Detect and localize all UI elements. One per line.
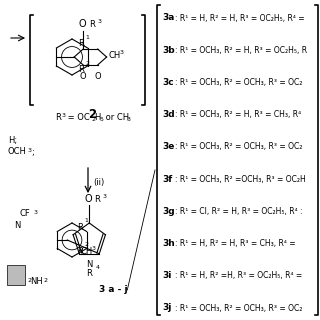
Text: R: R xyxy=(86,269,92,278)
Text: 3: 3 xyxy=(102,194,106,199)
Text: R: R xyxy=(94,195,100,204)
Text: H: H xyxy=(94,113,100,122)
Text: 3a: 3a xyxy=(162,13,174,22)
Text: 3: 3 xyxy=(91,246,95,251)
Text: : R¹ = OCH₃, R² =OCH₃, R³ = OC₂H: : R¹ = OCH₃, R² =OCH₃, R³ = OC₂H xyxy=(175,175,306,184)
Text: 2: 2 xyxy=(88,108,97,121)
Text: 3: 3 xyxy=(62,113,66,118)
Text: 5: 5 xyxy=(100,117,104,122)
Text: = OC: = OC xyxy=(65,113,90,122)
Text: H;: H; xyxy=(8,135,17,145)
Text: : R¹ = H, R² = H, R³ = CH₃, R⁴ =: : R¹ = H, R² = H, R³ = CH₃, R⁴ = xyxy=(175,239,296,248)
Text: : R¹ = H, R² =H, R³ = OC₂H₅, R⁴ =: : R¹ = H, R² =H, R³ = OC₂H₅, R⁴ = xyxy=(175,271,302,280)
Text: R: R xyxy=(78,39,84,49)
Text: CH: CH xyxy=(108,51,121,60)
Text: 2: 2 xyxy=(44,278,48,283)
Text: 3i: 3i xyxy=(162,271,172,280)
Text: 3b: 3b xyxy=(162,46,175,55)
Text: 2: 2 xyxy=(27,278,31,283)
Text: R: R xyxy=(77,247,83,256)
Text: O: O xyxy=(84,194,92,204)
Text: CH: CH xyxy=(80,247,92,256)
Text: 3g: 3g xyxy=(162,207,175,216)
Text: : R¹ = Cl, R² = H, R³ = OC₂H₅, R⁴ :: : R¹ = Cl, R² = H, R³ = OC₂H₅, R⁴ : xyxy=(175,207,302,216)
Text: O: O xyxy=(80,72,86,81)
Text: : R¹ = OCH₃, R² = OCH₃, R³ = OC₂: : R¹ = OCH₃, R² = OCH₃, R³ = OC₂ xyxy=(175,303,302,313)
Text: : R¹ = OCH₃, R² = H, R³ = CH₃, R⁴: : R¹ = OCH₃, R² = H, R³ = CH₃, R⁴ xyxy=(175,110,301,119)
Text: 3c: 3c xyxy=(162,78,174,87)
Text: OCH: OCH xyxy=(8,148,27,156)
Text: : R¹ = OCH₃, R² = OCH₃, R³ = OC₂: : R¹ = OCH₃, R² = OCH₃, R³ = OC₂ xyxy=(175,78,302,87)
Text: 2: 2 xyxy=(85,243,89,247)
Bar xyxy=(7,265,25,285)
Text: N: N xyxy=(14,220,20,229)
Text: R: R xyxy=(78,66,84,75)
Text: 3: 3 xyxy=(28,148,32,153)
Text: 3: 3 xyxy=(34,210,38,215)
Text: 3e: 3e xyxy=(162,142,174,151)
Text: (ii): (ii) xyxy=(93,178,104,187)
Text: 3d: 3d xyxy=(162,110,175,119)
Text: 3f: 3f xyxy=(162,175,172,184)
Text: 3j: 3j xyxy=(162,303,172,313)
Text: 1: 1 xyxy=(85,35,90,40)
Text: or CH: or CH xyxy=(103,113,129,122)
Text: 2: 2 xyxy=(85,61,90,66)
Text: 2: 2 xyxy=(91,117,95,122)
Text: NH: NH xyxy=(30,277,43,286)
Text: : R¹ = H, R² = H, R³ = OC₂H₅, R⁴ =: : R¹ = H, R² = H, R³ = OC₂H₅, R⁴ = xyxy=(175,13,305,22)
Text: 3: 3 xyxy=(127,117,131,122)
Text: O: O xyxy=(78,19,86,29)
Text: R: R xyxy=(89,20,95,29)
Text: O: O xyxy=(94,72,101,81)
Text: R: R xyxy=(55,113,61,122)
Text: ;: ; xyxy=(31,148,34,156)
Text: 1: 1 xyxy=(85,219,89,223)
Text: 3h: 3h xyxy=(162,239,175,248)
Text: : R¹ = OCH₃, R² = H, R³ = OC₂H₅, R: : R¹ = OCH₃, R² = H, R³ = OC₂H₅, R xyxy=(175,46,307,55)
Text: 3: 3 xyxy=(120,50,124,54)
Text: N: N xyxy=(86,260,92,269)
Text: 3 a - j: 3 a - j xyxy=(99,285,128,294)
Text: R: R xyxy=(77,223,83,232)
Text: 3: 3 xyxy=(97,19,101,24)
Text: : R¹ = OCH₃, R² = OCH₃, R³ = OC₂: : R¹ = OCH₃, R² = OCH₃, R³ = OC₂ xyxy=(175,142,302,151)
Text: 4: 4 xyxy=(95,265,99,270)
Text: CF: CF xyxy=(20,210,31,219)
